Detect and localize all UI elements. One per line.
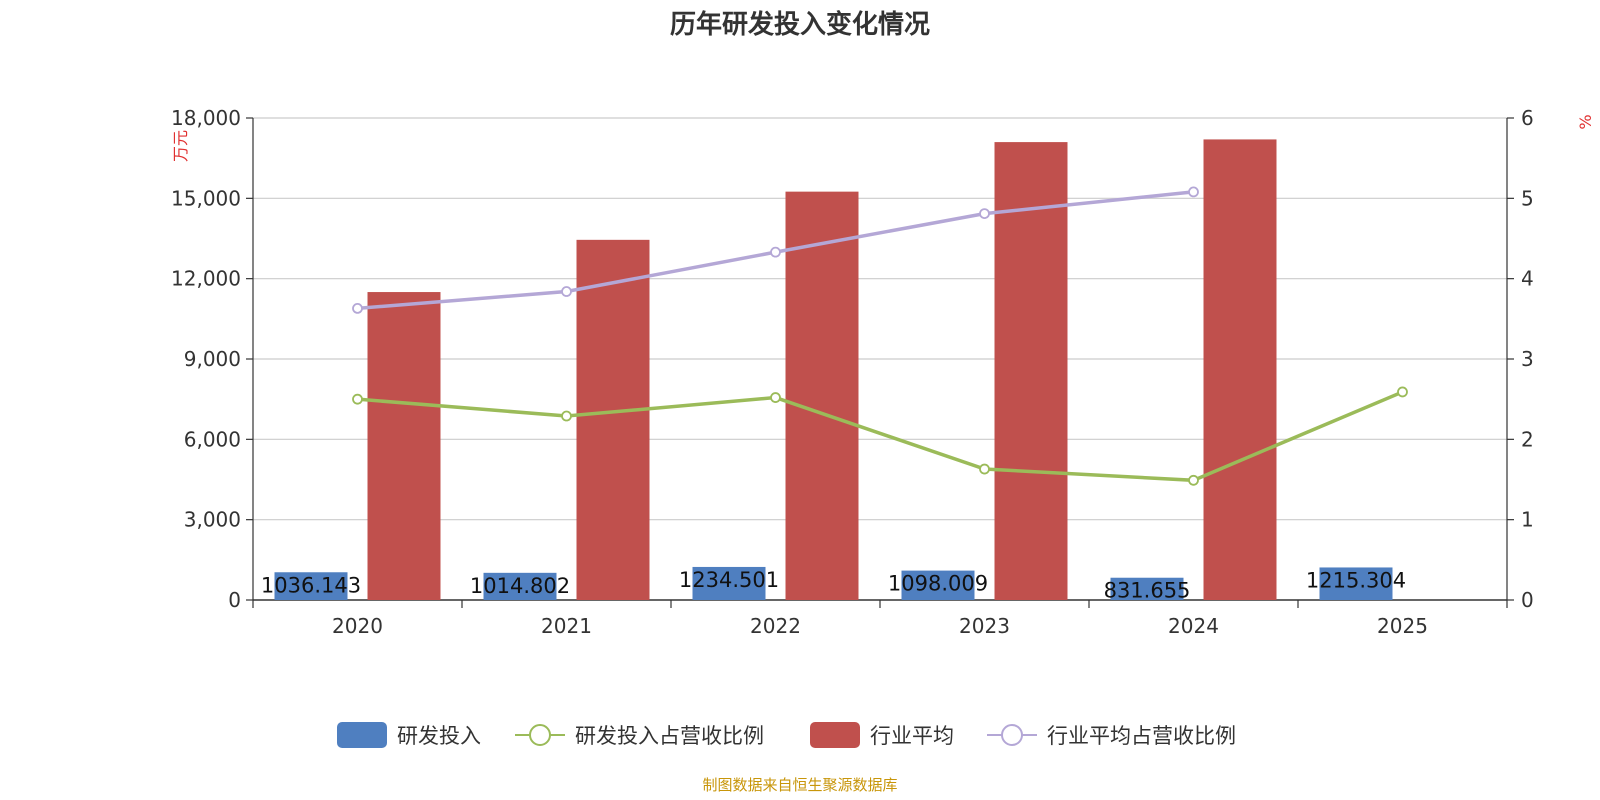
chart-title: 历年研发投入变化情况 [670,9,930,40]
x-axis-tick-label: 2020 [332,614,383,638]
legend-label: 行业平均 [870,724,954,748]
line-point [561,286,572,297]
line-point [979,463,990,475]
axes: 0 0 3,000 1 6,000 2 9,000 3 12,000 4 15,000 5 18,000… [171,106,1534,638]
bar [367,292,441,600]
legend-label: 研发投入 [397,724,481,748]
line-series [357,390,1404,483]
bars [274,139,1393,601]
line-point [1188,474,1199,486]
bar-value-label: 1234.501 [679,568,779,592]
right-axis-tick-label: 0 [1521,588,1534,612]
bar [901,570,975,600]
lines [352,186,1408,486]
line-point [770,246,781,258]
line-point [979,208,990,219]
legend-label: 研发投入占营收比例 [575,724,764,748]
data-labels: 1036.143 1014.802 1234.501 1098.009 831.655 1… [261,568,1406,603]
legend-label: 行业平均占营收比例 [1047,724,1236,748]
left-axis-tick-label: 3,000 [184,508,241,532]
bar-value-label: 1215.304 [1306,568,1406,592]
bar-value-label: 1014.802 [470,574,570,598]
right-axis-tick-label: 6 [1521,106,1534,130]
left-axis-unit: 万元 [171,130,190,162]
left-axis-tick-label: 0 [228,588,241,612]
right-axis-tick-label: 4 [1521,267,1534,291]
x-axis-tick-label: 2024 [1168,614,1219,638]
legend-marker [529,724,551,746]
left-axis-tick-label: 9,000 [184,347,241,371]
bar [1110,577,1184,600]
left-axis-tick-label: 6,000 [184,427,241,451]
source-note: 制图数据来自恒生聚源数据库 [702,776,897,794]
x-axis-tick-label: 2021 [541,614,592,638]
left-axis-tick-label: 15,000 [171,186,241,210]
bar-value-label: 1036.143 [261,573,361,597]
left-axis-tick-label: 18,000 [171,106,241,130]
bar [1319,567,1393,600]
bar [994,142,1068,600]
bar [576,239,650,601]
line-point [1397,386,1408,398]
bar [274,572,348,600]
bar [692,566,766,600]
right-axis-tick-label: 2 [1521,427,1534,451]
right-axis-tick-label: 1 [1521,508,1534,532]
legend-swatch [810,722,860,748]
line-point [1188,186,1199,198]
x-axis-tick-label: 2023 [959,614,1010,638]
line-point [352,393,363,405]
x-axis-tick-label: 2022 [750,614,801,638]
left-axis-tick-label: 12,000 [171,267,241,291]
line-point [770,392,781,403]
bar-value-label: 831.655 [1104,579,1191,603]
x-axis-tick-label: 2025 [1377,614,1428,638]
legend-marker [1001,724,1023,746]
legend-swatch [337,722,387,748]
right-axis-tick-label: 5 [1521,186,1534,210]
gridlines [253,117,1507,521]
right-axis-tick-label: 3 [1521,347,1534,371]
bar-value-label: 1098.009 [888,572,988,596]
line-point [561,410,572,422]
right-axis-unit: % [1576,114,1595,129]
line-point [352,302,363,314]
bar [483,572,557,600]
bar [785,191,859,600]
legend: 研发投入 研发投入占营收比例 行业平均 行业平均占营收比例 [337,722,1236,748]
bar [1203,139,1277,600]
